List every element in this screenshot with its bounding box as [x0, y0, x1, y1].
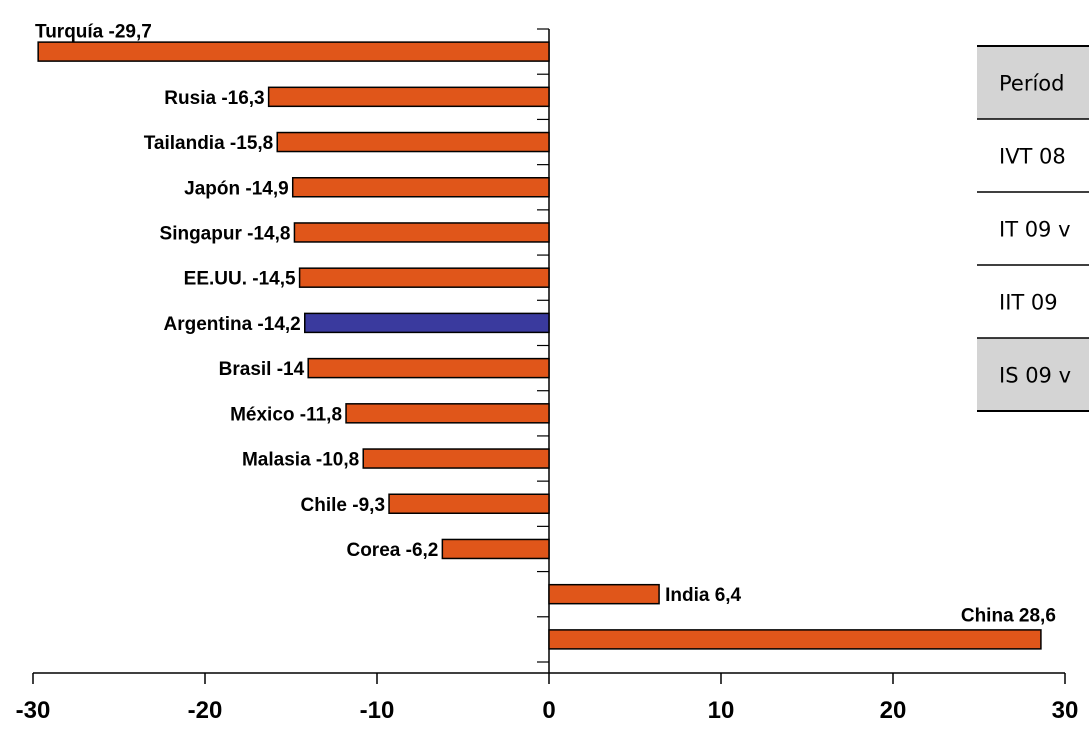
bars: [37, 41, 1042, 650]
table-cell-bg: [977, 338, 1089, 411]
table-cell-it-09-v: IT 09 v: [999, 218, 1071, 242]
table-cell-is-09-v: IS 09 v: [999, 364, 1071, 388]
bar-japon: [291, 177, 550, 198]
x-tick-label: 30: [1052, 697, 1079, 724]
x-tick-label: 0: [542, 697, 555, 724]
x-tick-label: 10: [708, 697, 735, 724]
period-table: Períod IVT 08 IT 09 v IIT 09 IS 09 v: [977, 45, 1089, 412]
x-tick-label: -10: [360, 697, 395, 724]
bar-label-brasil: Brasil -14: [219, 359, 305, 380]
bar-china: [548, 629, 1042, 650]
bar-label-rusia: Rusia -16,3: [164, 88, 264, 109]
bar-label-singapur: Singapur -14,8: [160, 223, 291, 244]
bar-label-malasia: Malasia -10,8: [242, 450, 359, 471]
bar-india: [548, 583, 660, 605]
bar-malasia: [362, 448, 550, 469]
bar-chile: [388, 493, 550, 514]
bar-tailandia: [276, 131, 550, 153]
x-tick-label: -30: [16, 697, 51, 724]
bar-label-japon: Japón -14,9: [184, 178, 289, 199]
bar-label-ee-uu: EE.UU. -14,5: [184, 269, 296, 290]
bar-label-india: India 6,4: [665, 585, 741, 606]
bar-label-mexico: México -11,8: [230, 404, 342, 425]
bar-label-chile: Chile -9,3: [301, 495, 385, 516]
table-cell-period: Períod: [999, 72, 1064, 96]
bar-label-china: China 28,6: [961, 605, 1056, 626]
bar-labels: Turquía -29,7 Rusia -16,3 Tailandia -15,8 J…: [35, 22, 1056, 627]
table-cell-bg: [977, 46, 1089, 119]
x-tick-label: -20: [188, 697, 223, 724]
bar-rusia: [267, 86, 550, 108]
bar-turquia: [37, 41, 550, 62]
bar-singapur: [293, 222, 550, 243]
bar-corea: [441, 538, 550, 560]
bar-brasil: [307, 357, 550, 379]
table-cell-iit-09: IIT 09: [999, 291, 1058, 315]
bar-argentina: [304, 312, 550, 334]
bar-label-argentina: Argentina -14,2: [163, 314, 300, 335]
table-cell-ivt-08: IVT 08: [999, 145, 1066, 169]
bar-mexico: [345, 403, 550, 424]
bar-label-turquia: Turquía -29,7: [35, 22, 152, 43]
bar-ee-uu: [298, 267, 550, 288]
x-tick-label: 20: [880, 697, 907, 724]
bar-label-corea: Corea -6,2: [346, 540, 438, 561]
bar-label-tailandia: Tailandia -15,8: [144, 133, 274, 154]
